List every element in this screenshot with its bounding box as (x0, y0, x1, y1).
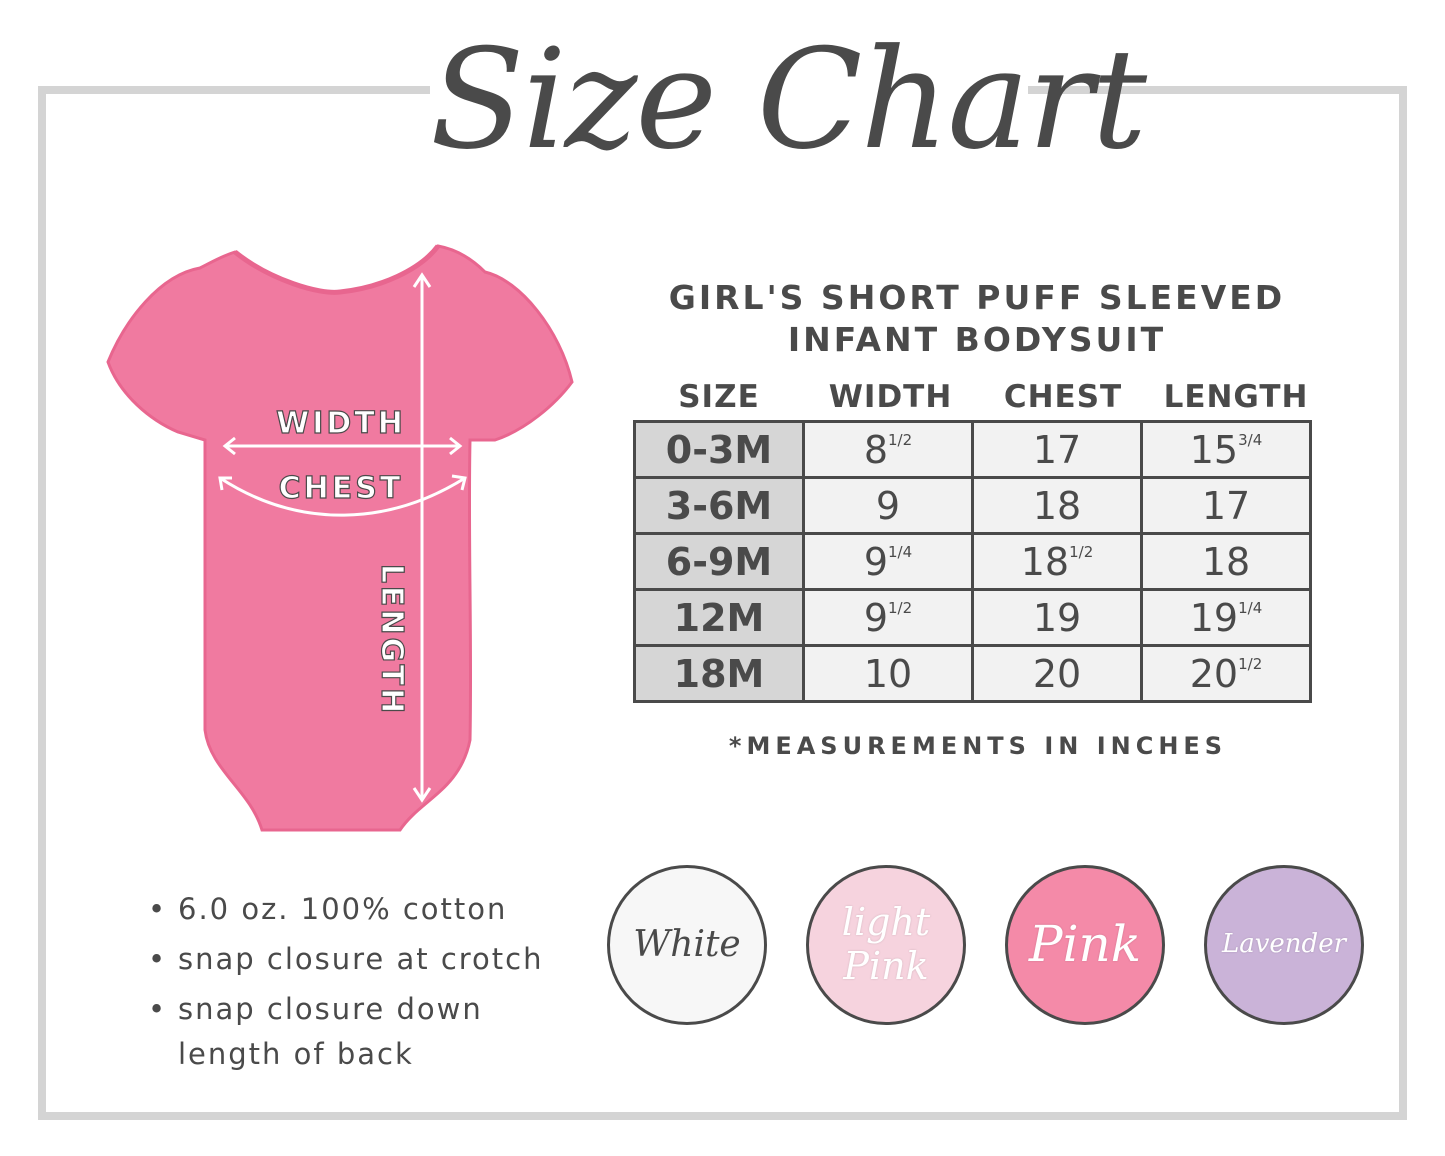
length-fraction: 1/2 (1238, 654, 1263, 673)
length-value: 18 (1201, 539, 1251, 584)
chest-value: 18 (1020, 539, 1070, 584)
length-cell: 201/2 (1140, 644, 1312, 703)
width-label: WIDTH (276, 406, 406, 441)
neckline (233, 244, 440, 295)
swatch-label: light Pink (841, 900, 931, 988)
width-value: 9 (863, 539, 889, 584)
length-fraction: 3/4 (1238, 430, 1263, 449)
width-cell: 91/4 (802, 532, 974, 591)
length-value: 15 (1189, 427, 1239, 472)
size-cell: 3-6M (633, 476, 805, 535)
chest-value: 19 (1032, 595, 1082, 640)
feature-item: snap closure down (148, 984, 544, 1034)
chest-cell: 19 (971, 588, 1143, 647)
bodysuit-diagram: WIDTH CHEST LENGTH (106, 244, 574, 832)
width-cell: 91/2 (802, 588, 974, 647)
table-row: 6-9M 91/4 181/2 18 (633, 532, 1312, 591)
chest-cell: 17 (971, 420, 1143, 479)
width-value: 10 (863, 651, 913, 696)
measurement-note: *MEASUREMENTS IN INCHES (728, 732, 1228, 760)
chest-cell: 181/2 (971, 532, 1143, 591)
chest-fraction: 1/2 (1069, 542, 1094, 561)
width-fraction: 1/4 (888, 542, 913, 561)
width-value: 9 (875, 483, 901, 528)
chest-cell: 20 (971, 644, 1143, 703)
page-title: Size Chart (430, 19, 1147, 180)
header-width: WIDTH (828, 379, 953, 415)
table-row: 18M 10 20 201/2 (633, 644, 1312, 703)
swatch-lavender: Lavender (1204, 865, 1364, 1025)
length-fraction: 1/4 (1238, 598, 1263, 617)
swatch-pink: Pink (1005, 865, 1165, 1025)
length-label: LENGTH (374, 564, 409, 716)
size-cell: 12M (633, 588, 805, 647)
header-length: LENGTH (1163, 379, 1309, 415)
size-cell: 18M (633, 644, 805, 703)
length-cell: 17 (1140, 476, 1312, 535)
feature-item-continued: length of back (178, 1037, 414, 1071)
length-value: 20 (1189, 651, 1239, 696)
table-row: 0-3M 81/2 17 153/4 (633, 420, 1312, 479)
title-block: Size Chart (430, 0, 1147, 200)
chest-arrow (219, 476, 466, 517)
bodysuit-shape (106, 244, 574, 832)
width-fraction: 1/2 (888, 430, 913, 449)
feature-item: 6.0 oz. 100% cotton (148, 884, 544, 934)
chest-label: CHEST (279, 471, 404, 506)
width-cell: 81/2 (802, 420, 974, 479)
size-cell: 6-9M (633, 532, 805, 591)
product-title-line-1: GIRL'S SHORT PUFF SLEEVED (668, 278, 1286, 317)
width-value: 8 (863, 427, 889, 472)
width-cell: 9 (802, 476, 974, 535)
length-cell: 153/4 (1140, 420, 1312, 479)
swatch-light-pink: light Pink (806, 865, 966, 1025)
length-cell: 191/4 (1140, 588, 1312, 647)
chest-value: 20 (1032, 651, 1082, 696)
chest-value: 17 (1032, 427, 1082, 472)
header-chest: CHEST (1003, 379, 1123, 415)
header-size: SIZE (678, 379, 760, 415)
feature-item: snap closure at crotch (148, 934, 544, 984)
product-title-line-2: INFANT BODYSUIT (787, 320, 1167, 359)
table-row: 12M 91/2 19 191/4 (633, 588, 1312, 647)
length-value: 19 (1189, 595, 1239, 640)
swatch-label: Pink (1028, 915, 1142, 974)
chest-cell: 18 (971, 476, 1143, 535)
table-row: 3-6M 9 18 17 (633, 476, 1312, 535)
width-fraction: 1/2 (888, 598, 913, 617)
swatch-white: White (607, 865, 767, 1025)
size-cell: 0-3M (633, 420, 805, 479)
width-value: 9 (863, 595, 889, 640)
length-value: 17 (1201, 483, 1251, 528)
swatch-label: White (633, 924, 741, 966)
width-cell: 10 (802, 644, 974, 703)
feature-list: 6.0 oz. 100% cotton snap closure at crot… (148, 884, 544, 1074)
swatch-label: Lavender (1221, 929, 1347, 960)
chest-value: 18 (1032, 483, 1082, 528)
length-cell: 18 (1140, 532, 1312, 591)
size-table: 0-3M 81/2 17 153/4 3-6M 9 18 17 6-9M 91/4 181/2 18 1… (633, 420, 1312, 703)
